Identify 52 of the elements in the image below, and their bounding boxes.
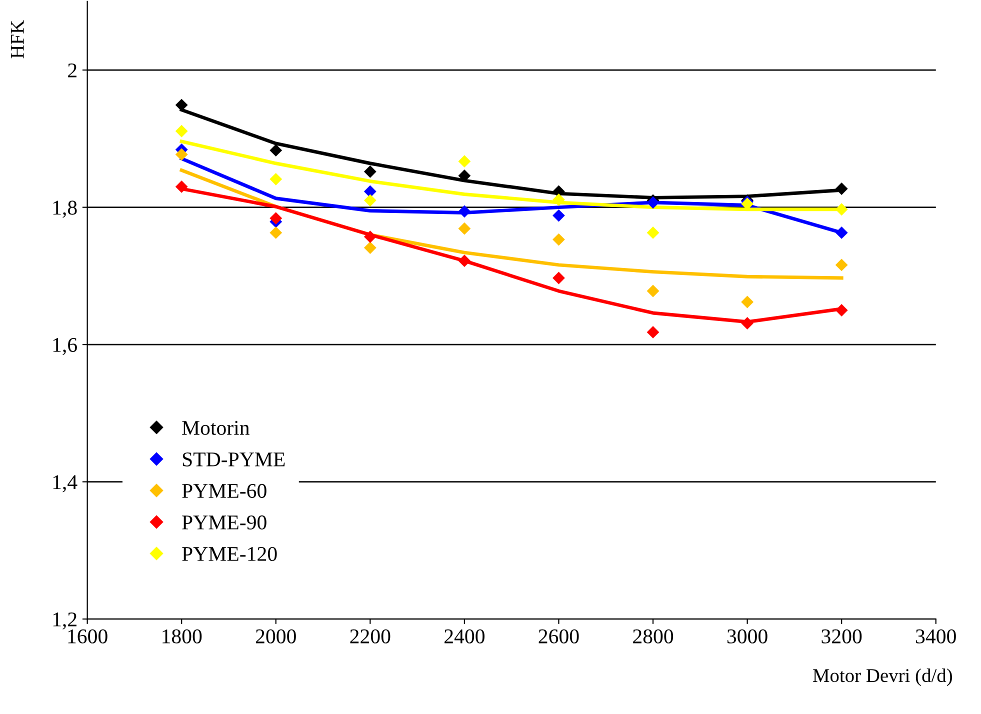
point <box>270 212 282 224</box>
point <box>835 258 848 272</box>
point <box>646 326 660 338</box>
y-tick-label: 2 <box>68 63 76 78</box>
point <box>458 155 471 168</box>
x-tick-label: 2600 <box>538 629 579 644</box>
point <box>835 304 848 316</box>
point <box>458 254 471 268</box>
y-tick-label: 1,8 <box>53 200 77 218</box>
point <box>270 226 282 239</box>
x-tick-label: 3200 <box>822 629 862 644</box>
x-tick-label: 1800 <box>162 629 202 644</box>
point <box>458 205 471 218</box>
y-tick-label: 1,4 <box>53 475 78 492</box>
point <box>364 165 376 178</box>
legend-label: STD-PYME <box>182 452 285 466</box>
point <box>835 182 848 195</box>
y-axis-title: HFK <box>11 20 24 58</box>
point <box>270 144 282 157</box>
point <box>835 203 848 216</box>
point <box>741 296 754 308</box>
legend-label: Motorin <box>182 420 250 435</box>
legend-label: PYME-120 <box>182 546 277 562</box>
x-tick-label: 3000 <box>727 629 768 644</box>
point <box>646 226 660 239</box>
x-tick-label: 2800 <box>633 629 674 644</box>
point <box>175 124 188 138</box>
point <box>364 242 376 254</box>
x-tick-label: 1600 <box>68 629 108 644</box>
point <box>175 98 188 112</box>
point <box>741 317 754 330</box>
point <box>175 148 188 161</box>
x-tick-label: 2000 <box>256 629 296 644</box>
point <box>458 222 471 235</box>
y-tick-label: 1,6 <box>53 338 77 355</box>
x-tick-label: 2400 <box>444 629 484 644</box>
point <box>552 209 565 222</box>
point <box>835 226 848 239</box>
point <box>552 194 565 206</box>
legend-label: PYME-90 <box>182 515 266 530</box>
x-tick-label: 2200 <box>350 629 390 644</box>
point <box>364 194 376 207</box>
y-tick-label: 1,2 <box>53 612 76 630</box>
point <box>552 233 565 246</box>
point <box>646 284 660 298</box>
point <box>364 230 376 244</box>
point <box>270 172 282 186</box>
x-tick-label: 3400 <box>916 629 956 644</box>
x-axis-title: Motor Devri (d/d) <box>813 668 952 686</box>
legend-label: PYME-60 <box>182 484 266 498</box>
point <box>552 272 565 284</box>
point <box>175 180 188 193</box>
